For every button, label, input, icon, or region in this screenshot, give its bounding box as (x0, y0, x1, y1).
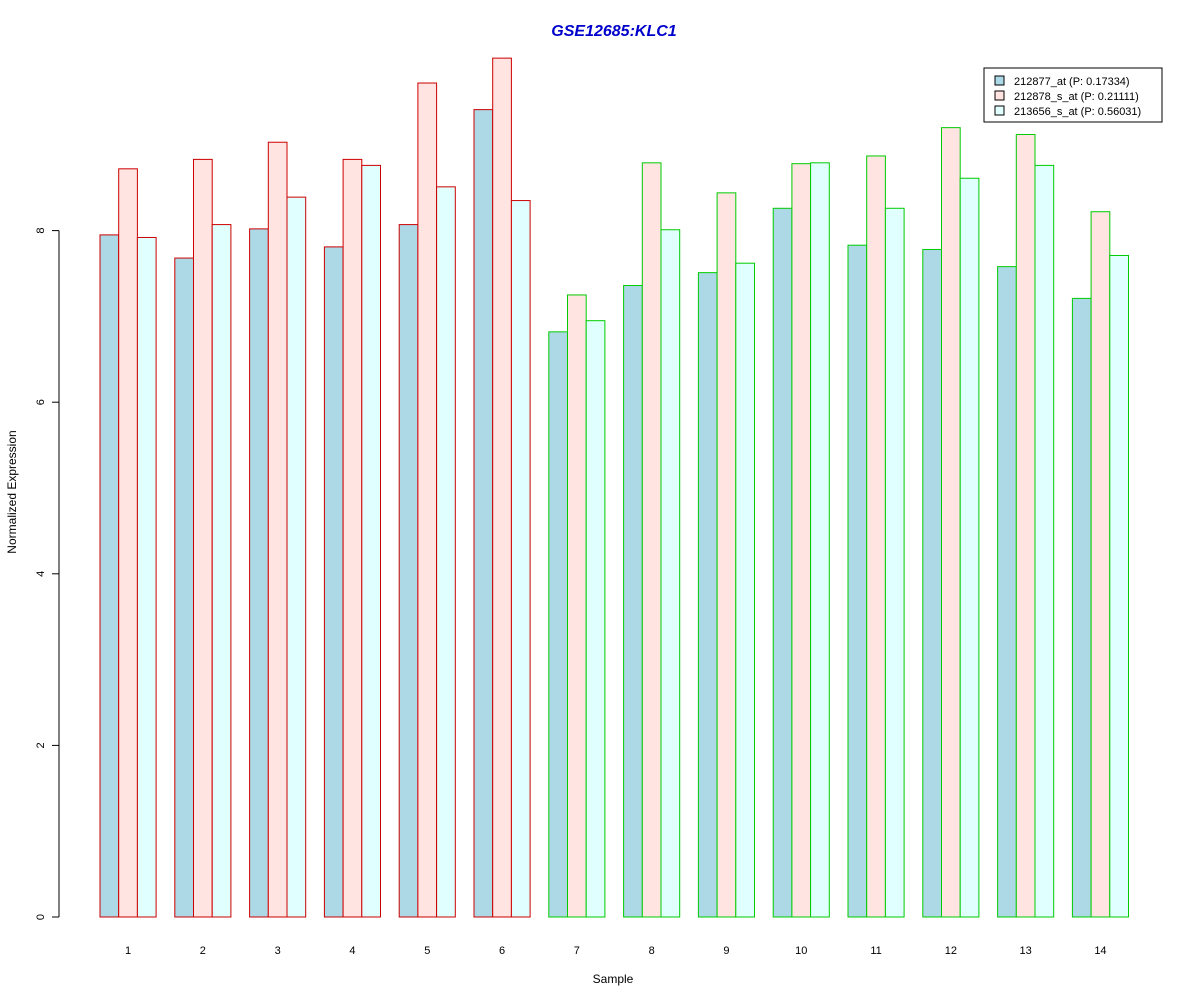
bar-sample-12-series-3 (959, 177, 980, 918)
bar-sample-7-series-2 (567, 294, 587, 918)
bar-sample-11-series-2 (866, 155, 886, 918)
bar-sample-4-series-1 (323, 246, 344, 918)
y-tick-label: 6 (35, 399, 47, 405)
bar-sample-5-series-3 (436, 186, 456, 918)
chart-title: GSE12685:KLC1 (551, 23, 676, 40)
y-axis: 0 2 4 6 8 (35, 228, 60, 920)
bar-sample-6-series-2 (492, 57, 512, 918)
x-tick-label: 6 (499, 945, 505, 957)
bar-sample-1-series-3 (136, 236, 157, 918)
x-tick-label: 5 (424, 945, 430, 957)
bar-sample-13-series-2 (1015, 134, 1036, 918)
legend-swatch (994, 105, 1005, 116)
legend: 212877_at (P: 0.17334) 212878_s_at (P: 0.… (983, 67, 1163, 123)
bar-sample-11-series-3 (884, 207, 905, 918)
bar-sample-6-series-3 (510, 200, 531, 918)
bar-sample-14-series-3 (1109, 254, 1130, 918)
bar-sample-10-series-3 (810, 162, 830, 918)
bar-sample-2-series-2 (193, 158, 213, 918)
x-tick-label: 11 (870, 945, 881, 957)
bar-sample-8-series-2 (641, 162, 662, 918)
x-tick-label: 12 (945, 945, 957, 957)
y-tick-label: 2 (35, 742, 47, 748)
y-tick-label: 8 (35, 228, 47, 234)
bar-sample-5-series-1 (398, 224, 419, 918)
bar-sample-7-series-1 (548, 331, 568, 918)
x-tick-label: 3 (275, 945, 281, 957)
x-axis-label: Sample (593, 972, 634, 986)
y-axis-label: Normalized Expression (5, 430, 19, 553)
bar-sample-6-series-1 (473, 109, 494, 918)
legend-label: 212878_s_at (P: 0.21111) (1014, 91, 1139, 103)
bar-sample-5-series-2 (417, 82, 438, 918)
bar-sample-9-series-1 (697, 272, 718, 918)
bar-sample-9-series-2 (716, 192, 737, 918)
bar-sample-9-series-3 (735, 262, 755, 918)
x-tick-label: 14 (1094, 945, 1106, 957)
bar-sample-14-series-1 (1071, 297, 1092, 918)
x-axis-tick-labels: 1 2 3 4 5 6 7 8 9 10 11 12 13 14 (125, 945, 1107, 957)
bar-sample-1-series-1 (99, 234, 120, 918)
bar-sample-3-series-2 (267, 141, 288, 918)
legend-swatch (994, 90, 1005, 101)
bar-sample-1-series-2 (118, 168, 138, 918)
bar-sample-3-series-3 (286, 196, 307, 918)
legend-swatch (994, 75, 1005, 86)
x-tick-label: 2 (200, 945, 206, 957)
bar-sample-10-series-1 (772, 207, 793, 918)
bar-sample-2-series-3 (211, 224, 232, 918)
x-tick-label: 8 (649, 945, 655, 957)
bar-sample-2-series-1 (174, 257, 195, 918)
bar-sample-8-series-1 (623, 285, 643, 918)
bar-sample-10-series-2 (791, 163, 812, 918)
legend-box (983, 67, 1163, 123)
legend-label: 213656_s_at (P: 0.56031) (1014, 106, 1141, 118)
x-tick-label: 1 (125, 945, 131, 957)
bar-sample-8-series-3 (660, 229, 681, 918)
bar-sample-13-series-3 (1034, 164, 1055, 918)
x-tick-label: 13 (1020, 945, 1032, 957)
x-tick-label: 7 (574, 945, 580, 957)
bars-group (99, 57, 1130, 918)
bar-sample-12-series-2 (941, 127, 961, 918)
bar-sample-11-series-1 (847, 244, 868, 918)
bar-sample-14-series-2 (1090, 211, 1111, 918)
bar-sample-12-series-1 (922, 248, 942, 918)
x-tick-label: 9 (723, 945, 729, 957)
bar-sample-4-series-3 (361, 164, 381, 918)
bar-sample-13-series-1 (997, 266, 1017, 918)
x-tick-label: 10 (795, 945, 807, 957)
bar-sample-3-series-1 (249, 228, 269, 918)
bar-sample-7-series-3 (585, 320, 606, 918)
y-tick-label: 0 (35, 914, 47, 920)
x-tick-label: 4 (349, 945, 355, 957)
legend-label: 212877_at (P: 0.17334) (1014, 76, 1130, 88)
y-tick-label: 4 (35, 571, 47, 577)
bar-sample-4-series-2 (342, 158, 363, 918)
